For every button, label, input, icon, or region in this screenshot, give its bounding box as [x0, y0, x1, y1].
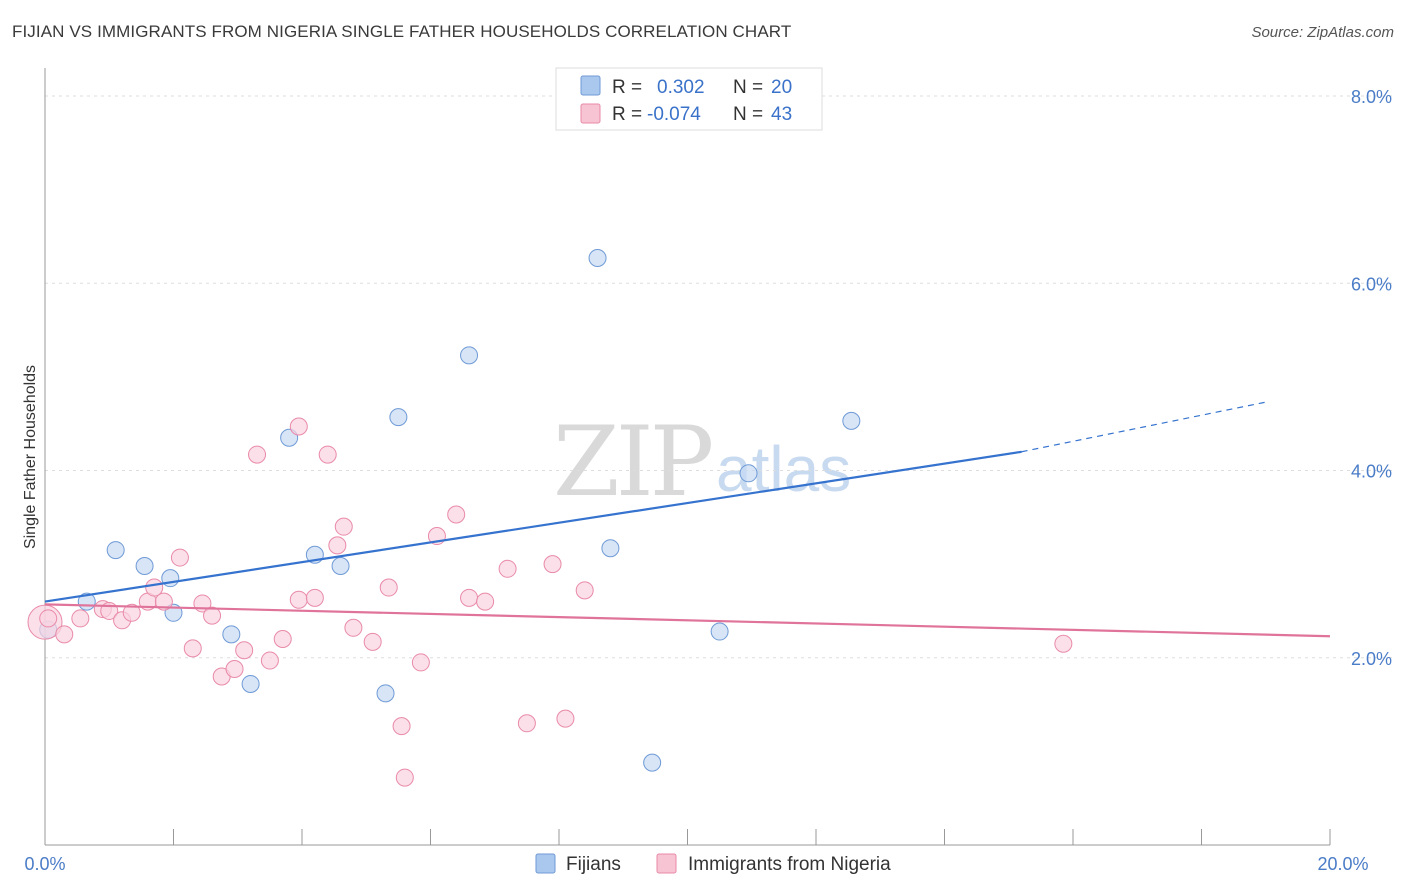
top-legend: R = 0.302 N = 20 R = -0.074 N = 43 — [555, 67, 823, 131]
x-tick-label-min: 0.0% — [24, 854, 65, 874]
nigeria-point-18 — [260, 651, 279, 670]
nigeria-point-30 — [395, 768, 414, 787]
fijians-point-12 — [389, 408, 408, 427]
nigeria-point-23 — [318, 445, 337, 464]
fijians-point-6 — [222, 625, 241, 644]
y-tick-labels: 2.0% 4.0% 6.0% 8.0% — [1351, 87, 1392, 669]
fijians-point-7 — [241, 674, 260, 693]
nigeria-point-27 — [363, 632, 382, 651]
nigeria-point-29 — [392, 717, 411, 736]
chart-title: FIJIAN VS IMMIGRANTS FROM NIGERIA SINGLE… — [12, 22, 792, 41]
fijians-trend-line — [44, 450, 1022, 603]
bottom-legend-label-fijians: Fijians — [566, 854, 621, 875]
fijians-point-15 — [601, 539, 620, 558]
nigeria-point-2 — [71, 609, 90, 628]
bottom-legend-label-nigeria: Immigrants from Nigeria — [688, 854, 891, 875]
x-tick-label-max: 20.0% — [1317, 854, 1368, 874]
watermark-zip: ZIP — [553, 406, 712, 518]
nigeria-point-31 — [411, 653, 430, 672]
nigeria-point-36 — [498, 559, 517, 578]
nigeria-point-37 — [517, 714, 536, 733]
nigeria-point-15 — [225, 659, 244, 678]
bottom-legend-swatch-fijians — [535, 853, 556, 874]
fijians-trend-extension — [1021, 401, 1266, 453]
nigeria-point-41 — [1054, 634, 1073, 653]
nigeria-point-40 — [575, 581, 594, 600]
nigeria-point-42 — [39, 609, 58, 628]
nigeria-point-28 — [379, 578, 398, 597]
fijians-point-2 — [135, 556, 154, 575]
y-tick-label-4: 4.0% — [1351, 462, 1392, 482]
nigeria-point-16 — [235, 641, 254, 660]
nigeria-point-38 — [543, 555, 562, 574]
x-tick-marks — [173, 829, 1331, 845]
nigeria-point-13 — [203, 606, 222, 625]
legend-r-value-nigeria: -0.074 — [647, 104, 701, 125]
fijians-point-1 — [106, 541, 125, 560]
nigeria-point-20 — [289, 590, 308, 609]
fijians-point-18 — [739, 464, 758, 483]
y-tick-label-2: 2.0% — [1351, 649, 1392, 669]
fijians-point-10 — [331, 556, 350, 575]
y-tick-label-8: 8.0% — [1351, 87, 1392, 107]
nigeria-point-39 — [556, 709, 575, 728]
data-points — [27, 248, 1073, 787]
nigeria-point-19 — [273, 630, 292, 649]
nigeria-point-25 — [334, 517, 353, 536]
nigeria-point-6 — [122, 603, 141, 622]
fijians-point-17 — [710, 622, 729, 641]
watermark-atlas: atlas — [716, 433, 851, 505]
bottom-legend-swatch-nigeria — [656, 853, 677, 874]
nigeria-point-24 — [328, 536, 347, 555]
legend-n-label-fijians: N = — [733, 77, 763, 98]
legend-r-label-nigeria: R = — [612, 104, 642, 125]
nigeria-point-34 — [460, 588, 479, 607]
legend-n-value-nigeria: 43 — [771, 104, 792, 125]
nigeria-point-35 — [476, 592, 495, 611]
y-tick-label-6: 6.0% — [1351, 274, 1392, 294]
nigeria-point-26 — [344, 618, 363, 637]
legend-n-label-nigeria: N = — [733, 104, 763, 125]
legend-swatch-fijians — [580, 75, 601, 96]
nigeria-point-10 — [170, 548, 189, 567]
trend-lines — [44, 401, 1331, 638]
legend-swatch-nigeria — [580, 103, 601, 124]
legend-r-value-fijians: 0.302 — [657, 77, 705, 98]
bottom-legend: Fijians Immigrants from Nigeria — [535, 853, 891, 875]
nigeria-point-21 — [289, 417, 308, 436]
nigeria-point-1 — [55, 625, 74, 644]
nigeria-point-17 — [248, 445, 267, 464]
fijians-point-11 — [376, 684, 395, 703]
fijians-point-14 — [588, 248, 607, 267]
nigeria-trend-line — [44, 603, 1331, 638]
fijians-point-13 — [460, 346, 479, 365]
gridlines — [45, 95, 1392, 659]
legend-n-value-fijians: 20 — [771, 77, 792, 98]
nigeria-point-33 — [447, 505, 466, 524]
nigeria-point-9 — [154, 592, 173, 611]
source-label: Source: ZipAtlas.com — [1251, 24, 1394, 41]
nigeria-point-11 — [183, 639, 202, 658]
legend-r-label-fijians: R = — [612, 77, 642, 98]
y-axis-label: Single Father Households — [22, 365, 39, 549]
fijians-point-19 — [842, 411, 861, 430]
fijians-point-16 — [643, 753, 662, 772]
nigeria-point-22 — [305, 588, 324, 607]
